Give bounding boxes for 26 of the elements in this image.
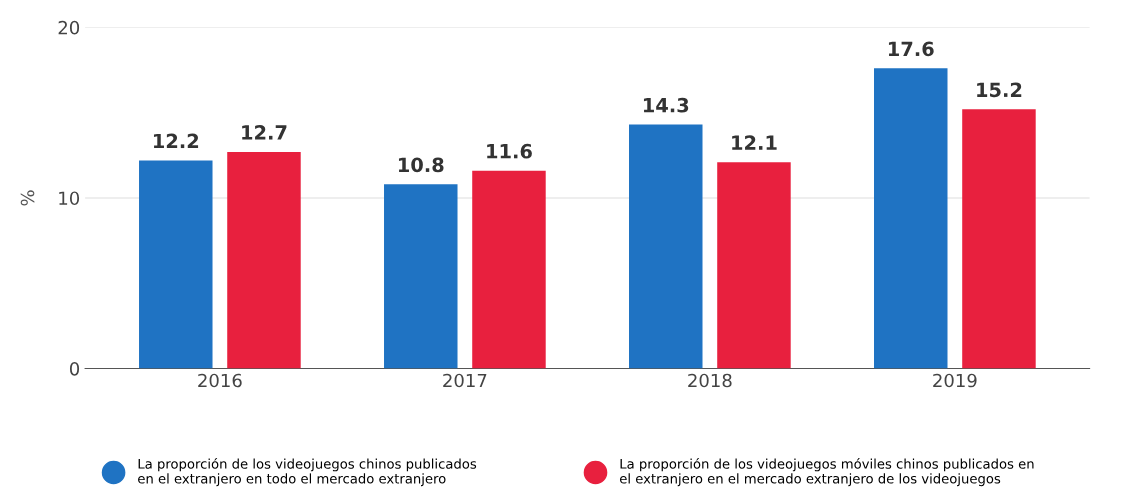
x-tick-label: 2018 bbox=[688, 373, 732, 388]
data-label: 12.1 bbox=[732, 135, 777, 150]
data-label: 14.3 bbox=[643, 97, 689, 113]
legend-label: La proporción de los videojuegos móviles chinos publicados en el extranjero en el mercado extranjero de los videojuegos bbox=[619, 458, 1034, 487]
data-label: 11.6 bbox=[487, 143, 532, 159]
data-label: 12.2 bbox=[153, 133, 199, 149]
bar bbox=[962, 109, 1036, 369]
legend-label: La proporción de los videojuegos chinos publicados en el extranjero en todo el mercado extranjero bbox=[138, 458, 477, 487]
bar bbox=[629, 124, 703, 369]
y-tick-label: 10 bbox=[59, 191, 80, 206]
data-label: 17.6 bbox=[888, 41, 934, 57]
bar bbox=[472, 170, 546, 369]
y-axis-title: % bbox=[20, 190, 35, 206]
data-label: 12.7 bbox=[242, 125, 287, 140]
x-tick-label: 2019 bbox=[933, 373, 977, 388]
bar bbox=[874, 68, 948, 369]
bar bbox=[717, 162, 791, 369]
x-tick-label: 2016 bbox=[198, 373, 242, 388]
bar bbox=[139, 160, 213, 369]
x-tick-label: 2017 bbox=[443, 373, 487, 388]
bar bbox=[227, 151, 301, 369]
y-tick-label: 20 bbox=[58, 20, 80, 35]
data-label: 15.2 bbox=[977, 82, 1022, 98]
bar bbox=[384, 184, 458, 369]
y-tick-label: 0 bbox=[69, 361, 80, 376]
data-label: 10.8 bbox=[398, 157, 444, 173]
